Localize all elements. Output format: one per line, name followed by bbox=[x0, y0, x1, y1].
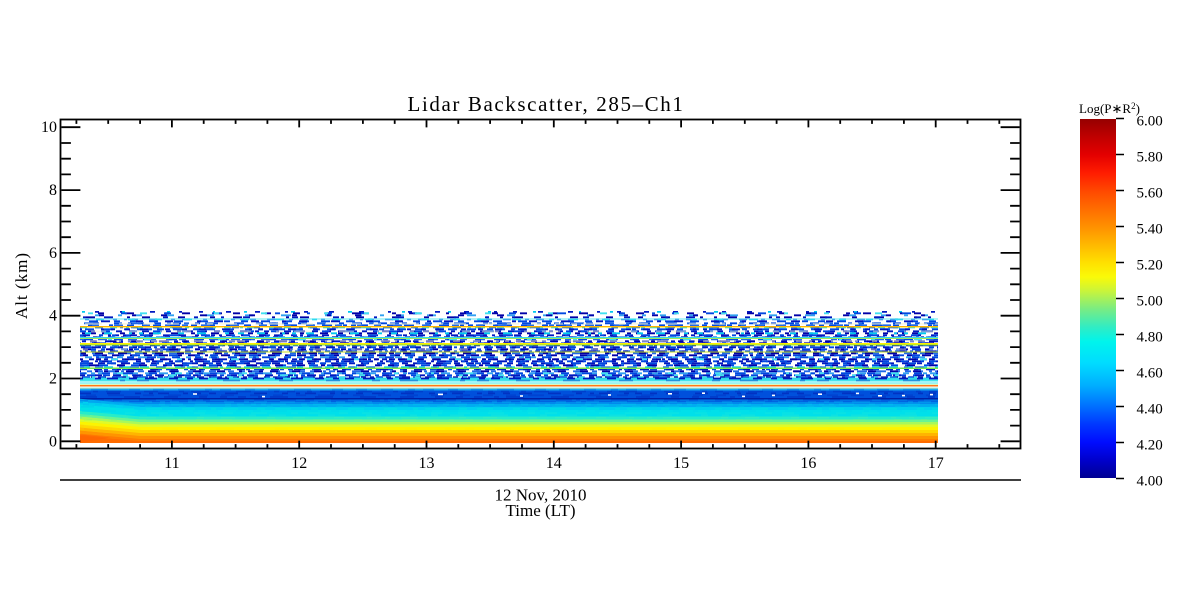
svg-text:8: 8 bbox=[49, 182, 57, 199]
svg-text:4.20: 4.20 bbox=[1137, 438, 1163, 454]
svg-text:5.00: 5.00 bbox=[1137, 294, 1163, 310]
svg-text:4: 4 bbox=[49, 308, 57, 325]
svg-text:4.00: 4.00 bbox=[1137, 474, 1163, 490]
svg-text:10: 10 bbox=[41, 119, 57, 136]
svg-text:17: 17 bbox=[928, 455, 944, 472]
svg-text:Lidar Backscatter, 285–Ch1: Lidar Backscatter, 285–Ch1 bbox=[408, 92, 685, 116]
svg-text:4.60: 4.60 bbox=[1137, 366, 1163, 382]
svg-text:12: 12 bbox=[291, 455, 307, 472]
svg-text:12 Nov, 2010: 12 Nov, 2010 bbox=[495, 486, 587, 505]
svg-text:15: 15 bbox=[673, 455, 689, 472]
svg-text:5.60: 5.60 bbox=[1137, 186, 1163, 202]
svg-text:2: 2 bbox=[49, 371, 57, 388]
svg-text:Time (LT): Time (LT) bbox=[505, 501, 575, 520]
svg-text:6: 6 bbox=[49, 245, 57, 262]
svg-text:11: 11 bbox=[164, 455, 179, 472]
svg-text:5.80: 5.80 bbox=[1137, 150, 1163, 166]
svg-text:0: 0 bbox=[49, 433, 57, 450]
svg-text:13: 13 bbox=[419, 455, 435, 472]
svg-text:4.80: 4.80 bbox=[1137, 330, 1163, 346]
svg-text:4.40: 4.40 bbox=[1137, 402, 1163, 418]
svg-text:16: 16 bbox=[800, 455, 816, 472]
svg-text:6.00: 6.00 bbox=[1137, 114, 1163, 130]
svg-text:Log(P∗R2): Log(P∗R2) bbox=[1079, 101, 1140, 116]
svg-text:5.20: 5.20 bbox=[1137, 258, 1163, 274]
svg-text:Alt (km): Alt (km) bbox=[12, 252, 31, 319]
svg-text:5.40: 5.40 bbox=[1137, 222, 1163, 238]
svg-text:14: 14 bbox=[546, 455, 562, 472]
